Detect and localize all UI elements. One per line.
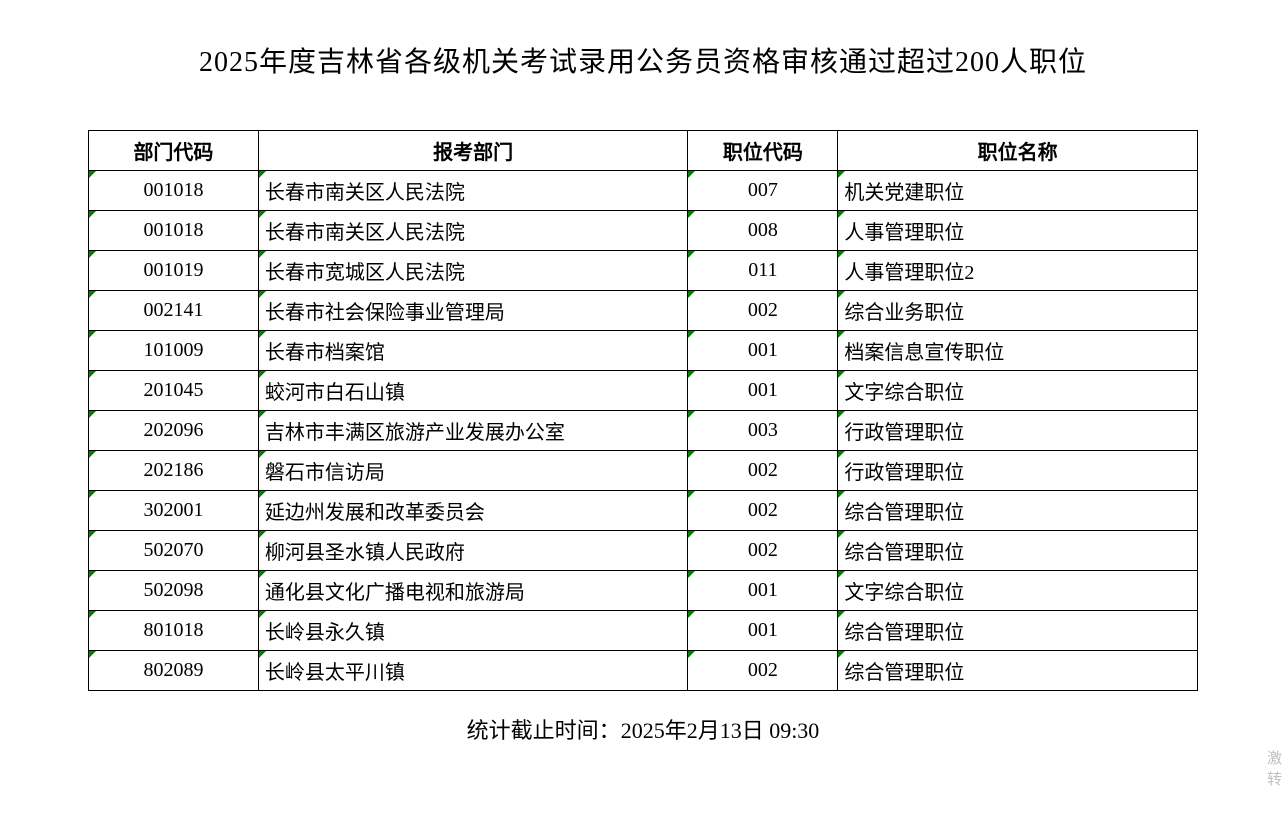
- table-row: 801018长岭县永久镇001综合管理职位: [89, 611, 1198, 651]
- cell-position-code: 002: [688, 531, 838, 571]
- table-header-row: 部门代码 报考部门 职位代码 职位名称: [89, 131, 1198, 171]
- table-row: 001019长春市宽城区人民法院011人事管理职位2: [89, 251, 1198, 291]
- positions-table: 部门代码 报考部门 职位代码 职位名称 001018长春市南关区人民法院007机…: [88, 130, 1198, 691]
- cell-dept-name: 长春市南关区人民法院: [258, 211, 688, 251]
- cell-dept-name: 通化县文化广播电视和旅游局: [258, 571, 688, 611]
- cell-dept-name: 蛟河市白石山镇: [258, 371, 688, 411]
- table-row: 002141长春市社会保险事业管理局002综合业务职位: [89, 291, 1198, 331]
- cell-dept-code: 001019: [89, 251, 259, 291]
- cell-dept-code: 502070: [89, 531, 259, 571]
- header-position-code: 职位代码: [688, 131, 838, 171]
- cell-position-code: 002: [688, 291, 838, 331]
- cell-dept-name: 长春市南关区人民法院: [258, 171, 688, 211]
- cell-dept-code: 001018: [89, 171, 259, 211]
- activation-watermark: 激 转: [1267, 748, 1282, 790]
- cell-dept-name: 长岭县永久镇: [258, 611, 688, 651]
- cell-position-name: 人事管理职位: [838, 211, 1198, 251]
- watermark-line1: 激: [1267, 748, 1282, 769]
- footer-timestamp: 统计截止时间：2025年2月13日 09:30: [60, 713, 1226, 745]
- cell-position-name: 综合管理职位: [838, 611, 1198, 651]
- cell-position-name: 行政管理职位: [838, 411, 1198, 451]
- cell-dept-code: 502098: [89, 571, 259, 611]
- cell-dept-name: 柳河县圣水镇人民政府: [258, 531, 688, 571]
- header-position-name: 职位名称: [838, 131, 1198, 171]
- cell-position-code: 002: [688, 451, 838, 491]
- cell-position-name: 机关党建职位: [838, 171, 1198, 211]
- footer-value: 2025年2月13日 09:30: [621, 718, 820, 743]
- cell-position-name: 综合管理职位: [838, 491, 1198, 531]
- cell-dept-code: 002141: [89, 291, 259, 331]
- cell-dept-code: 101009: [89, 331, 259, 371]
- cell-dept-name: 长岭县太平川镇: [258, 651, 688, 691]
- cell-dept-code: 202096: [89, 411, 259, 451]
- cell-position-name: 文字综合职位: [838, 371, 1198, 411]
- cell-position-name: 综合管理职位: [838, 531, 1198, 571]
- table-row: 502098通化县文化广播电视和旅游局001文字综合职位: [89, 571, 1198, 611]
- cell-position-code: 008: [688, 211, 838, 251]
- cell-dept-code: 001018: [89, 211, 259, 251]
- header-dept-code: 部门代码: [89, 131, 259, 171]
- table-row: 001018长春市南关区人民法院007机关党建职位: [89, 171, 1198, 211]
- cell-dept-code: 201045: [89, 371, 259, 411]
- footer-label: 统计截止时间：: [467, 718, 621, 743]
- table-row: 101009长春市档案馆001档案信息宣传职位: [89, 331, 1198, 371]
- cell-position-name: 人事管理职位2: [838, 251, 1198, 291]
- table-row: 202096吉林市丰满区旅游产业发展办公室003行政管理职位: [89, 411, 1198, 451]
- cell-position-name: 文字综合职位: [838, 571, 1198, 611]
- cell-position-code: 002: [688, 491, 838, 531]
- cell-dept-code: 202186: [89, 451, 259, 491]
- cell-position-code: 007: [688, 171, 838, 211]
- cell-position-name: 综合管理职位: [838, 651, 1198, 691]
- table-row: 001018长春市南关区人民法院008人事管理职位: [89, 211, 1198, 251]
- cell-position-code: 003: [688, 411, 838, 451]
- cell-position-name: 行政管理职位: [838, 451, 1198, 491]
- cell-position-code: 002: [688, 651, 838, 691]
- cell-position-code: 001: [688, 571, 838, 611]
- table-row: 202186磐石市信访局002行政管理职位: [89, 451, 1198, 491]
- cell-position-code: 011: [688, 251, 838, 291]
- cell-dept-name: 吉林市丰满区旅游产业发展办公室: [258, 411, 688, 451]
- cell-dept-name: 延边州发展和改革委员会: [258, 491, 688, 531]
- cell-dept-code: 801018: [89, 611, 259, 651]
- watermark-line2: 转: [1267, 769, 1282, 790]
- table-row: 302001延边州发展和改革委员会002综合管理职位: [89, 491, 1198, 531]
- table-row: 201045蛟河市白石山镇001文字综合职位: [89, 371, 1198, 411]
- cell-dept-name: 长春市社会保险事业管理局: [258, 291, 688, 331]
- cell-position-code: 001: [688, 331, 838, 371]
- cell-position-name: 综合业务职位: [838, 291, 1198, 331]
- cell-position-name: 档案信息宣传职位: [838, 331, 1198, 371]
- cell-dept-name: 长春市档案馆: [258, 331, 688, 371]
- table-row: 802089长岭县太平川镇002综合管理职位: [89, 651, 1198, 691]
- cell-dept-code: 302001: [89, 491, 259, 531]
- cell-dept-code: 802089: [89, 651, 259, 691]
- cell-position-code: 001: [688, 371, 838, 411]
- table-row: 502070柳河县圣水镇人民政府002综合管理职位: [89, 531, 1198, 571]
- cell-dept-name: 磐石市信访局: [258, 451, 688, 491]
- page-title: 2025年度吉林省各级机关考试录用公务员资格审核通过超过200人职位: [60, 40, 1226, 80]
- cell-position-code: 001: [688, 611, 838, 651]
- header-dept-name: 报考部门: [258, 131, 688, 171]
- cell-dept-name: 长春市宽城区人民法院: [258, 251, 688, 291]
